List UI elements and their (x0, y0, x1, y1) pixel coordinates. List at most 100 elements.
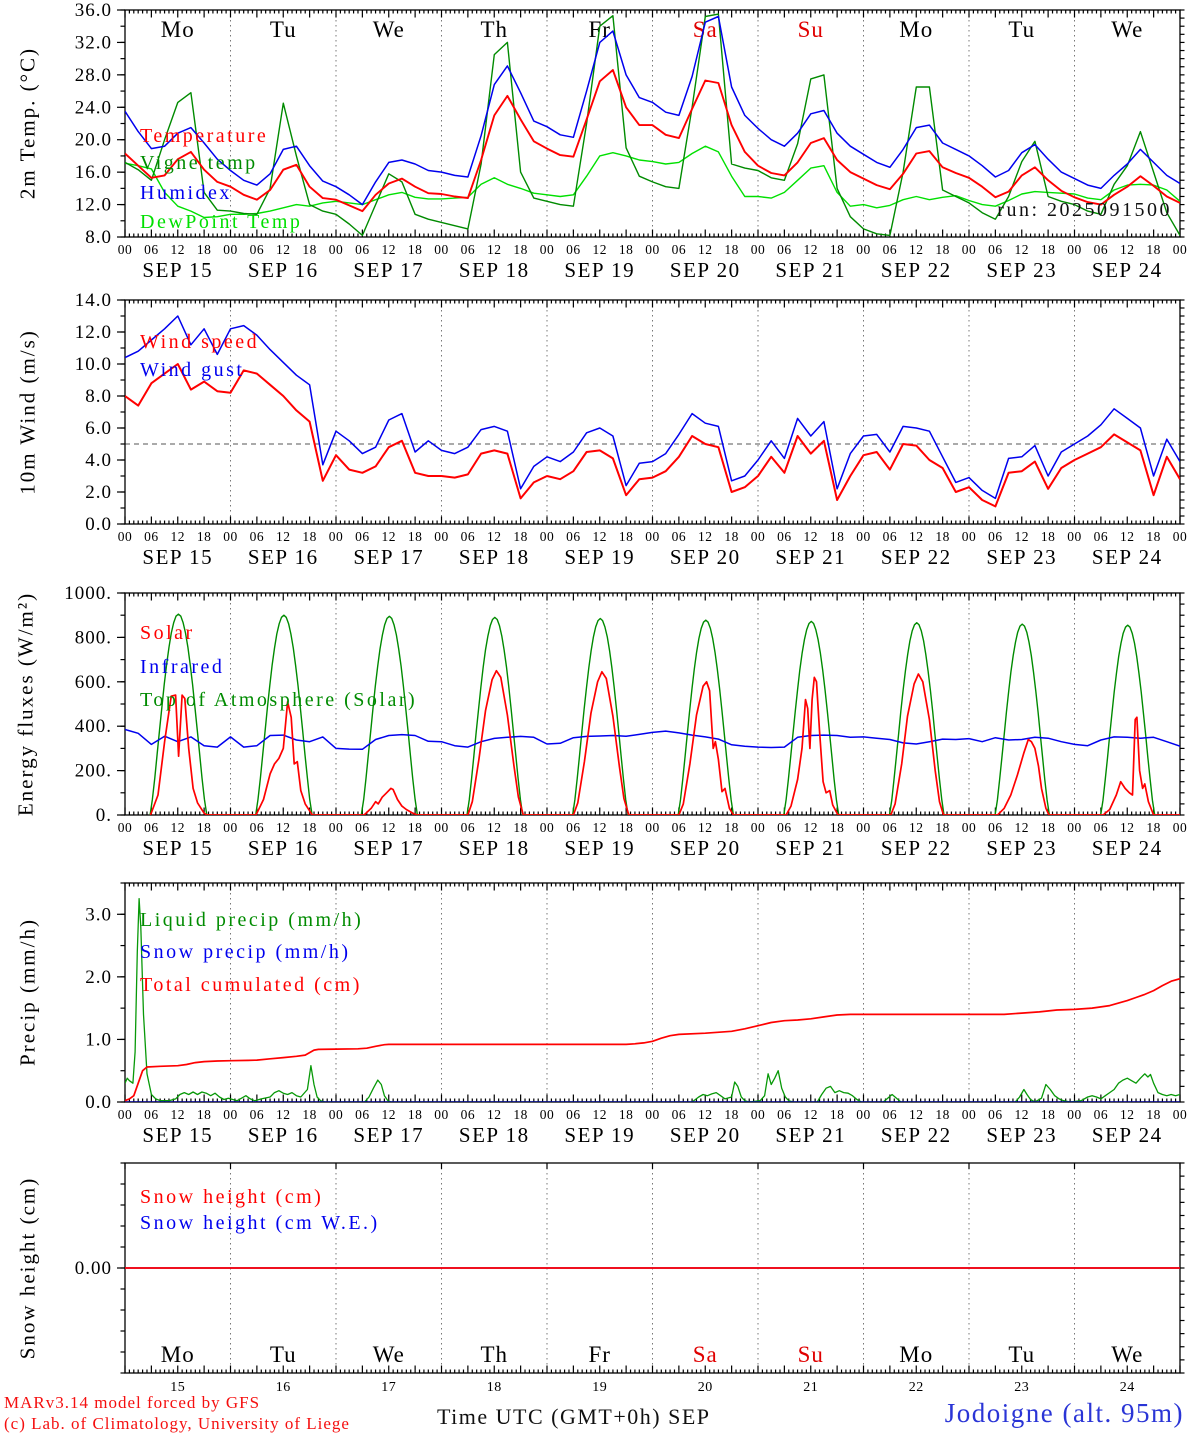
date-label: SEP 18 (459, 258, 530, 282)
day-name-label: Su (798, 17, 824, 42)
day-name-label: Th (480, 17, 508, 42)
hour-tick-label: 00 (645, 242, 660, 257)
hour-tick-label: 00 (434, 820, 449, 835)
series-solar (149, 669, 1180, 815)
series-dewpoint-temp (125, 145, 1180, 219)
y-tick-label: 2.0 (85, 482, 112, 503)
date-label: SEP 24 (1092, 836, 1163, 860)
time-axis-caption: Time UTC (GMT+0h) SEP (437, 1404, 711, 1430)
hour-tick-label: 06 (566, 242, 581, 257)
legend-snow-height: Snow height (cm) (140, 1186, 324, 1208)
day-name-label: Tu (1008, 17, 1035, 42)
y-tick-label: 800. (75, 627, 112, 648)
hour-tick-label: 18 (1146, 1107, 1161, 1122)
hour-tick-label: 18 (197, 242, 212, 257)
y-tick-label: 8.0 (85, 386, 112, 407)
hour-tick-label: 18 (408, 820, 423, 835)
hour-tick-label: 18 (1041, 820, 1056, 835)
hour-tick-label: 06 (1094, 1107, 1109, 1122)
date-label: SEP 15 (142, 545, 213, 569)
hour-tick-label: 00 (1067, 1107, 1082, 1122)
hour-tick-label: 00 (1173, 529, 1188, 544)
hour-tick-label: 18 (408, 242, 423, 257)
hour-tick-label: 12 (909, 242, 924, 257)
hour-tick-label: 06 (355, 1107, 370, 1122)
hour-tick-label: 00 (1173, 242, 1188, 257)
hour-tick-label: 18 (302, 529, 317, 544)
hour-tick-label: 12 (1120, 242, 1135, 257)
day-name-label: Su (798, 1342, 824, 1367)
legend-top-of-atmosphere: Top of Atmosphere (Solar) (140, 689, 418, 711)
hour-tick-label: 18 (830, 529, 845, 544)
day-number-label: 15 (170, 1380, 185, 1395)
hour-tick-label: 06 (988, 529, 1003, 544)
hour-tick-label: 18 (935, 820, 950, 835)
lab-credit-line: (c) Lab. of Climatology, University of L… (4, 1414, 350, 1433)
y-tick-label: 6.0 (85, 418, 112, 439)
hour-tick-label: 12 (276, 529, 291, 544)
date-label: SEP 17 (353, 836, 424, 860)
series-infrared (125, 728, 1180, 751)
hour-tick-label: 12 (382, 820, 397, 835)
hour-tick-label: 00 (118, 1107, 133, 1122)
hour-tick-label: 00 (329, 820, 344, 835)
hour-tick-label: 00 (540, 820, 555, 835)
hour-tick-label: 12 (909, 529, 924, 544)
hour-tick-label: 06 (672, 1107, 687, 1122)
hour-tick-label: 18 (302, 820, 317, 835)
legend-snow-height-we: Snow height (cm W.E.) (140, 1212, 380, 1234)
date-label: SEP 18 (459, 1123, 530, 1147)
hour-tick-label: 06 (1094, 529, 1109, 544)
legend-solar: Solar (140, 622, 195, 644)
hour-tick-label: 00 (751, 820, 766, 835)
hour-tick-label: 18 (1146, 820, 1161, 835)
hour-tick-label: 06 (355, 820, 370, 835)
day-number-label: 18 (487, 1380, 502, 1395)
hour-tick-label: 06 (988, 242, 1003, 257)
legend-vigne-temp: Vigne temp (140, 152, 258, 174)
hour-tick-label: 12 (1015, 820, 1030, 835)
hour-tick-label: 12 (698, 820, 713, 835)
date-label: SEP 24 (1092, 258, 1163, 282)
date-label: SEP 18 (459, 545, 530, 569)
date-label: SEP 18 (459, 836, 530, 860)
hour-tick-label: 18 (830, 820, 845, 835)
hour-tick-label: 00 (645, 820, 660, 835)
hour-tick-label: 12 (382, 242, 397, 257)
y-tick-label: 400. (75, 716, 112, 737)
hour-tick-label: 12 (804, 820, 819, 835)
hour-tick-label: 00 (751, 242, 766, 257)
legend-temperature: Temperature (140, 125, 269, 147)
hour-tick-label: 12 (1120, 820, 1135, 835)
day-number-label: 20 (698, 1380, 713, 1395)
date-label: SEP 22 (881, 1123, 952, 1147)
station-label: Jodoigne (alt. 95m) (944, 1398, 1184, 1428)
hour-tick-label: 06 (250, 242, 265, 257)
date-label: SEP 23 (986, 836, 1057, 860)
hour-tick-label: 18 (935, 242, 950, 257)
hour-tick-label: 18 (513, 1107, 528, 1122)
date-label: SEP 17 (353, 545, 424, 569)
hour-tick-label: 18 (724, 242, 739, 257)
hour-tick-label: 06 (144, 242, 159, 257)
hour-tick-label: 00 (751, 1107, 766, 1122)
day-name-label: Fr (589, 1342, 611, 1367)
hour-tick-label: 12 (909, 820, 924, 835)
hour-tick-label: 06 (461, 1107, 476, 1122)
hour-tick-label: 12 (698, 529, 713, 544)
legend-wind-gust: Wind gust (140, 359, 245, 381)
y-tick-label: 32.0 (75, 32, 112, 53)
series-wind-gust (125, 315, 1180, 500)
hour-tick-label: 18 (724, 529, 739, 544)
date-label: SEP 15 (142, 258, 213, 282)
hour-tick-label: 12 (171, 820, 186, 835)
hour-tick-label: 12 (487, 820, 502, 835)
y-tick-label: 0. (96, 805, 112, 826)
hour-tick-label: 00 (1067, 529, 1082, 544)
y-axis-title-energy: Energy fluxes (W/m²) (13, 591, 38, 817)
day-name-label: Sa (693, 1342, 718, 1367)
hour-tick-label: 06 (777, 529, 792, 544)
hour-tick-label: 12 (804, 1107, 819, 1122)
